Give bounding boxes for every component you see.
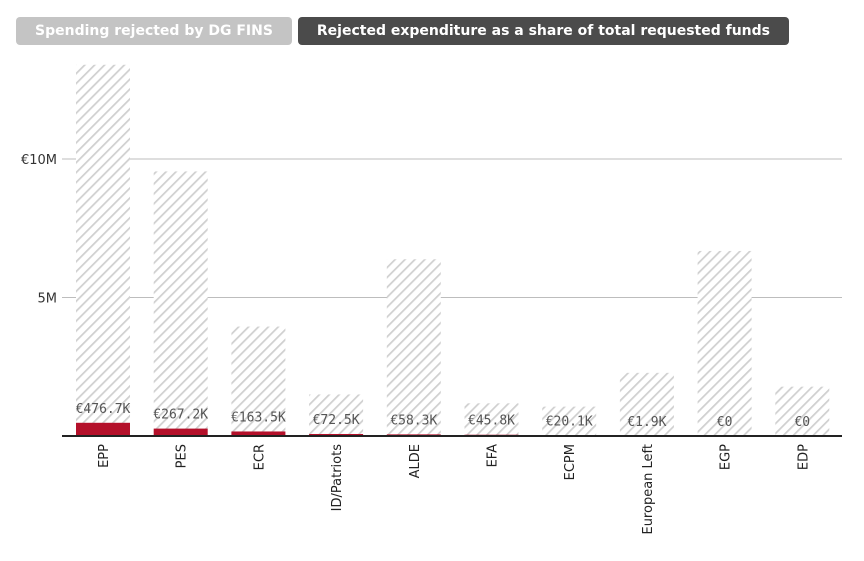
data-label: €0 (717, 415, 733, 430)
axes: EPP PES ECR ID/Patriots ALDE EFA ECPM European … (62, 435, 842, 535)
data-label: €267.2K (153, 408, 208, 423)
data-label: €58.3K (390, 413, 437, 428)
rejected-bar (153, 428, 208, 436)
x-tick-label: EPP (97, 444, 112, 468)
x-tick-label: ECPM (563, 444, 578, 480)
data-label: €20.1K (546, 414, 593, 429)
x-tick-label: European Left (641, 444, 656, 535)
total-bar (775, 386, 830, 436)
data-label: €0 (794, 415, 810, 430)
data-label: €45.8K (468, 414, 515, 429)
value-labels: €476.7K €267.2K €163.5K €72.5K €58.3K €45.8K €… (76, 402, 811, 430)
data-label: €72.5K (313, 413, 360, 428)
x-tick-label: PES (175, 444, 190, 468)
total-bar (231, 326, 286, 436)
total-bar (619, 372, 674, 436)
x-tick-label: ECR (252, 444, 267, 470)
tab-spending-rejected[interactable]: Spending rejected by DG FINS (16, 17, 292, 45)
total-bar (386, 259, 441, 436)
y-tick-label: 5M (38, 291, 58, 306)
rejected-bar (76, 422, 130, 436)
x-tick-label: EDP (796, 444, 811, 470)
total-bar (464, 403, 519, 436)
y-tick-label: €10M (21, 153, 57, 168)
tab-rejected-share[interactable]: Rejected expenditure as a share of total… (297, 17, 789, 45)
data-label: €476.7K (76, 402, 131, 417)
total-bar (76, 64, 130, 436)
x-tick-label: EFA (486, 444, 501, 467)
bars (76, 64, 830, 436)
data-label: €163.5K (231, 410, 286, 425)
x-tick-label: ALDE (408, 444, 423, 478)
total-bar (153, 171, 208, 436)
total-bar (697, 250, 752, 436)
tab-bar: Spending rejected by DG FINS Rejected ex… (16, 17, 789, 45)
x-tick-label: EGP (719, 444, 734, 470)
rejected-bar (309, 433, 364, 436)
x-tick-label: ID/Patriots (330, 444, 345, 512)
total-bar (542, 406, 597, 436)
total-bar (309, 394, 364, 436)
data-label: €1.9K (627, 415, 666, 430)
rejected-bar (231, 431, 286, 436)
